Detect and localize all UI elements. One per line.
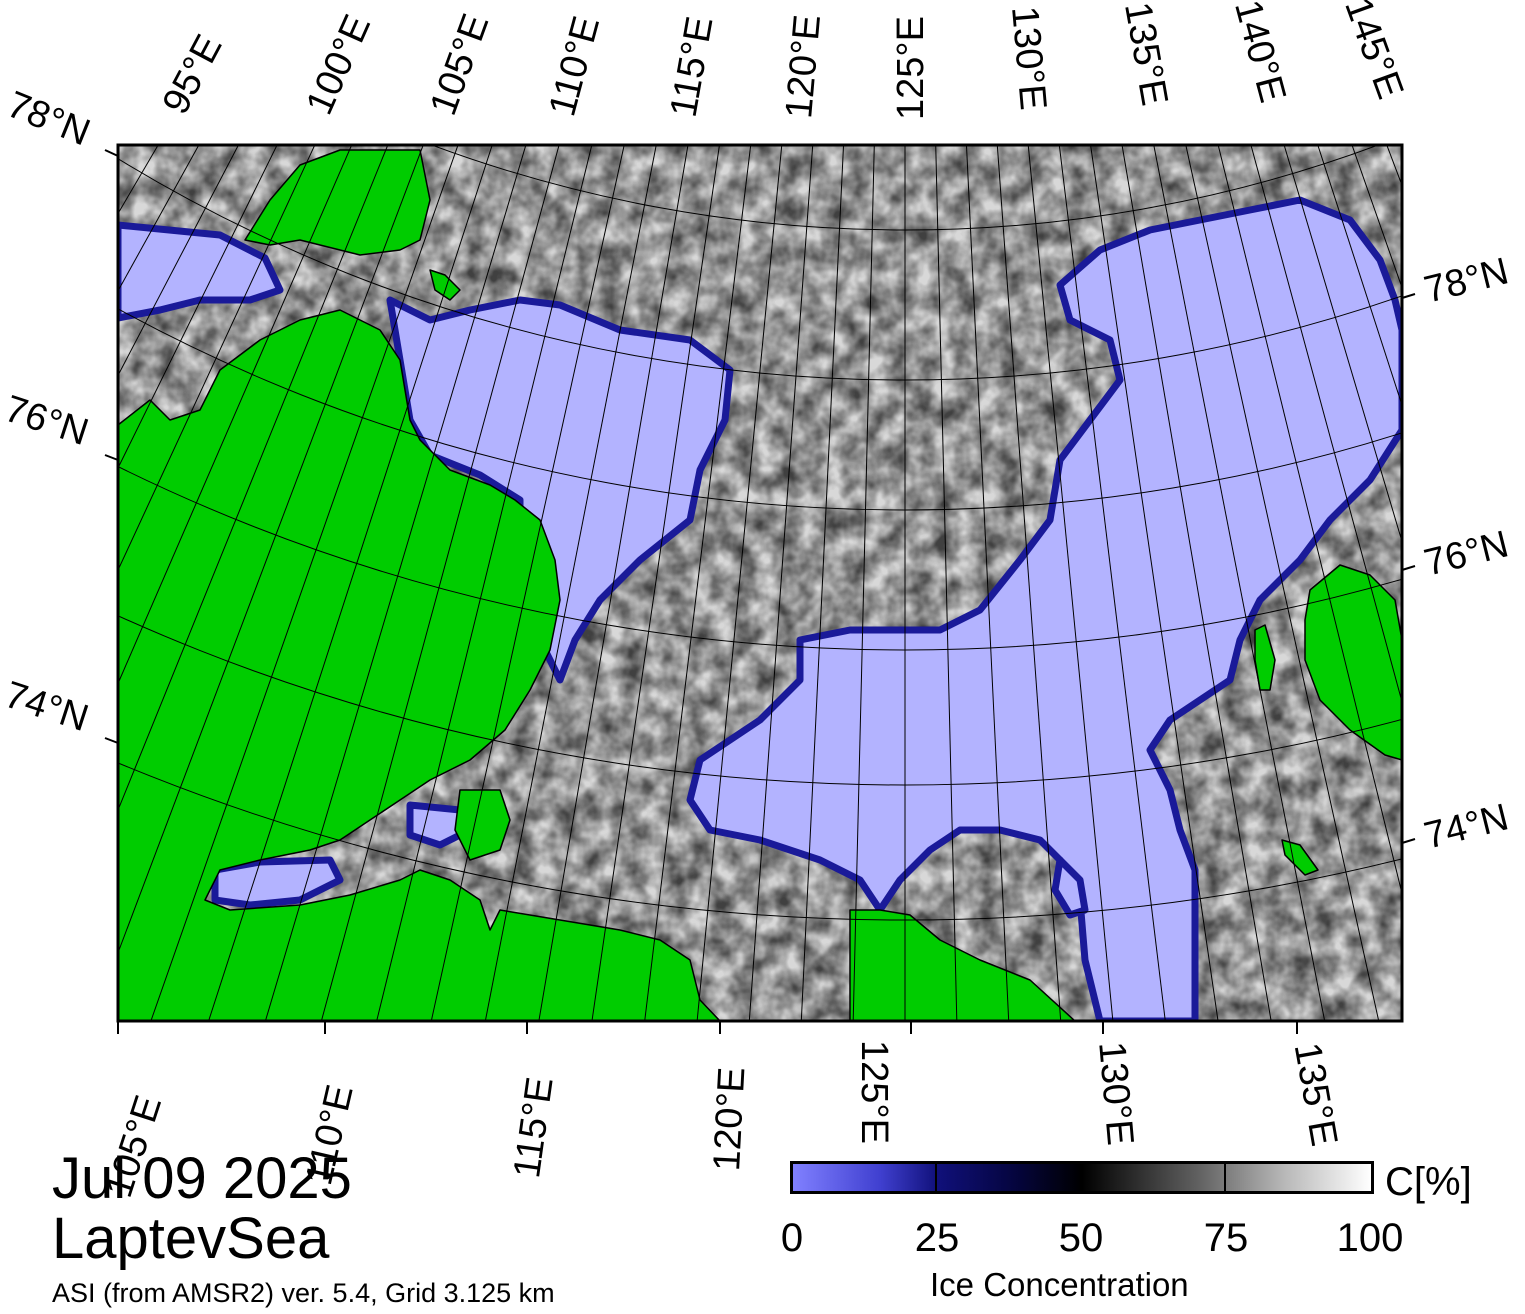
data-source: ASI (from AMSR2) ver. 5.4, Grid 3.125 km xyxy=(52,1278,555,1308)
meridian-line xyxy=(852,145,875,1021)
meridian-line xyxy=(1250,145,1402,704)
frame-tick-marks xyxy=(104,149,1416,1034)
meridian-line xyxy=(484,145,657,1021)
colorbar-title: Ice Concentration xyxy=(930,1266,1189,1303)
meridian-line xyxy=(150,145,459,1021)
meridian-line xyxy=(1486,0,1525,882)
meridian-line xyxy=(118,145,389,812)
meridian-line xyxy=(800,145,845,1021)
graticule-lines xyxy=(0,0,1525,1021)
meridian-line xyxy=(1461,0,1525,908)
colorbar-tick-label: 0 xyxy=(780,1216,804,1260)
parallel-line xyxy=(118,307,1402,511)
open-water-regions xyxy=(118,196,1402,1021)
meridian-line xyxy=(996,145,1062,1021)
meridian-line xyxy=(1027,145,1114,1021)
meridian-line xyxy=(1435,0,1525,933)
meridian-line xyxy=(118,145,316,572)
meridian-line xyxy=(430,145,625,1021)
top-lon-label: 130°E xyxy=(1003,4,1054,112)
colorbar-tick-label: 75 xyxy=(1203,1216,1249,1260)
meridian-line xyxy=(1090,145,1219,1021)
meridian-line xyxy=(118,145,353,685)
meridian-line xyxy=(1058,145,1166,1021)
meridian-line xyxy=(538,145,689,1021)
meridian-line xyxy=(591,145,720,1021)
bottom-lon-label: 120°E xyxy=(706,1066,754,1173)
meridian-line xyxy=(1317,145,1402,407)
meridian-line xyxy=(696,145,783,1021)
colorbar-tick-label: 25 xyxy=(914,1216,960,1260)
meridian-line xyxy=(0,0,29,441)
colorbar-tick-label: 50 xyxy=(1058,1216,1104,1260)
meridian-line xyxy=(376,145,593,1021)
meridian-line xyxy=(1217,145,1402,896)
map-date: Jul 09 2025 xyxy=(52,1146,352,1211)
meridian-line xyxy=(208,145,493,1021)
top-lon-label: 125°E xyxy=(890,16,932,120)
parallel-line xyxy=(431,145,1379,231)
meridian-line xyxy=(1121,145,1272,1021)
meridian-line xyxy=(1185,145,1380,1021)
meridian-line xyxy=(118,145,278,470)
meridian-line xyxy=(644,145,752,1021)
bottom-lon-label: 125°E xyxy=(853,1040,895,1144)
meridian-line xyxy=(320,145,560,1021)
bottom-lon-label: 130°E xyxy=(1090,1039,1142,1148)
colorbar xyxy=(790,1161,1374,1194)
meridian-line xyxy=(0,0,90,558)
parallel-line xyxy=(118,157,1402,381)
meridian-line xyxy=(748,145,814,1021)
meridian-line xyxy=(1283,145,1402,544)
region-name: LaptevSea xyxy=(52,1206,330,1271)
colorbar-tick-label: 100 xyxy=(1336,1216,1404,1260)
meridian-line xyxy=(264,145,527,1021)
meridian-line xyxy=(935,145,958,1021)
meridian-line xyxy=(965,145,1010,1021)
meridian-line xyxy=(118,145,424,955)
colorbar-unit: C[%] xyxy=(1385,1160,1472,1204)
meridian-line xyxy=(1153,145,1326,1021)
meridian-line xyxy=(0,0,9,400)
meridian-line xyxy=(1351,145,1402,290)
meridian-line xyxy=(1512,0,1525,855)
meridian-line xyxy=(1386,145,1402,187)
map-frame xyxy=(116,143,1404,1023)
top-lon-label: 120°E xyxy=(778,12,830,121)
